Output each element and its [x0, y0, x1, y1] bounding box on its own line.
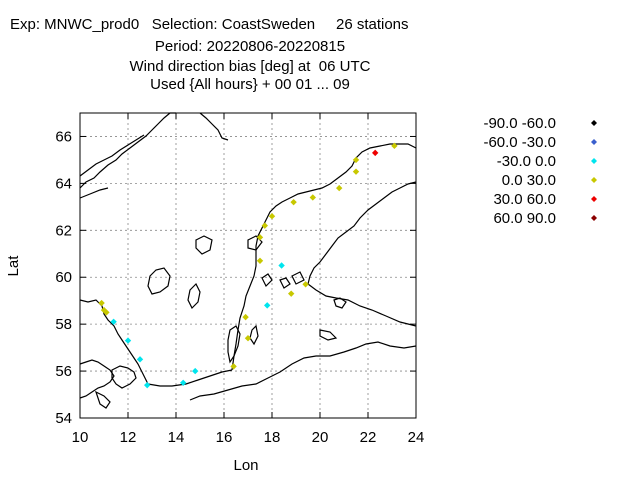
legend-label: -30.0 0.0 [497, 153, 556, 170]
legend-marker [591, 158, 597, 164]
x-tick-label: 20 [312, 429, 329, 446]
station-marker [256, 234, 264, 241]
y-tick-label: 56 [55, 363, 72, 380]
legend-marker [591, 177, 597, 183]
title-line-1: Exp: MNWC_prod0 Selection: CoastSweden 2… [10, 16, 409, 33]
legend-marker [591, 215, 597, 221]
station-marker [264, 302, 271, 309]
legend-label: 30.0 60.0 [493, 191, 556, 208]
station-marker [302, 281, 309, 288]
station-marker [290, 198, 297, 206]
legend-label: -90.0 -60.0 [483, 115, 556, 132]
legend-marker [591, 120, 597, 126]
station-marker [256, 257, 264, 265]
y-tick-label: 54 [55, 410, 72, 427]
x-tick-label: 14 [168, 429, 185, 446]
legend: -90.0 -60.0 -60.0 -30.0 -30.0 0.0 0.0 30.0 3… [483, 115, 597, 227]
legend-marker [591, 139, 597, 145]
station-marker [288, 290, 295, 297]
legend-label: -60.0 -30.0 [483, 134, 556, 151]
y-tick-label: 58 [55, 316, 72, 333]
station-marker [372, 149, 379, 157]
station-markers [98, 142, 398, 389]
y-tick-label: 66 [55, 128, 72, 145]
x-axis-label: Lon [233, 457, 258, 474]
x-tick-label: 24 [408, 429, 425, 446]
x-tick-label: 22 [360, 429, 377, 446]
legend-label: 60.0 90.0 [493, 210, 556, 227]
y-tick-label: 64 [55, 175, 72, 192]
x-axis-ticks: 10 12 14 16 18 20 22 24 [72, 113, 425, 446]
x-tick-label: 12 [120, 429, 137, 446]
x-tick-label: 16 [216, 429, 233, 446]
y-axis-label: Lat [5, 255, 22, 277]
legend-marker [591, 196, 597, 202]
station-marker [242, 313, 249, 321]
station-marker [192, 367, 199, 375]
legend-label: 0.0 30.0 [502, 172, 556, 189]
station-marker [309, 194, 316, 201]
station-marker [336, 184, 343, 192]
station-marker [352, 156, 360, 164]
x-tick-label: 18 [264, 429, 281, 446]
station-marker [230, 363, 237, 370]
y-axis-ticks: 54 56 58 60 62 64 66 [55, 128, 416, 427]
station-marker [98, 299, 105, 307]
grid-lines [80, 113, 416, 418]
plot-frame [79, 112, 417, 419]
station-marker [136, 356, 144, 363]
station-marker [124, 337, 132, 344]
title-line-4: Used {All hours} + 00 01 ... 09 [150, 76, 350, 93]
title-line-3: Wind direction bias [deg] at 06 UTC [129, 58, 371, 75]
y-tick-label: 60 [55, 269, 72, 286]
station-marker [261, 222, 268, 229]
coastline [79, 112, 417, 409]
station-marker [180, 379, 187, 387]
title-line-2: Period: 20220806-20220815 [154, 38, 346, 55]
station-marker [110, 318, 117, 326]
station-marker [144, 381, 151, 389]
station-marker [103, 309, 110, 316]
station-marker [352, 168, 360, 175]
station-marker [268, 213, 276, 220]
y-tick-label: 62 [55, 222, 72, 239]
station-marker [391, 142, 398, 150]
station-marker [244, 335, 252, 342]
station-marker [278, 262, 285, 269]
x-tick-label: 10 [72, 429, 89, 446]
